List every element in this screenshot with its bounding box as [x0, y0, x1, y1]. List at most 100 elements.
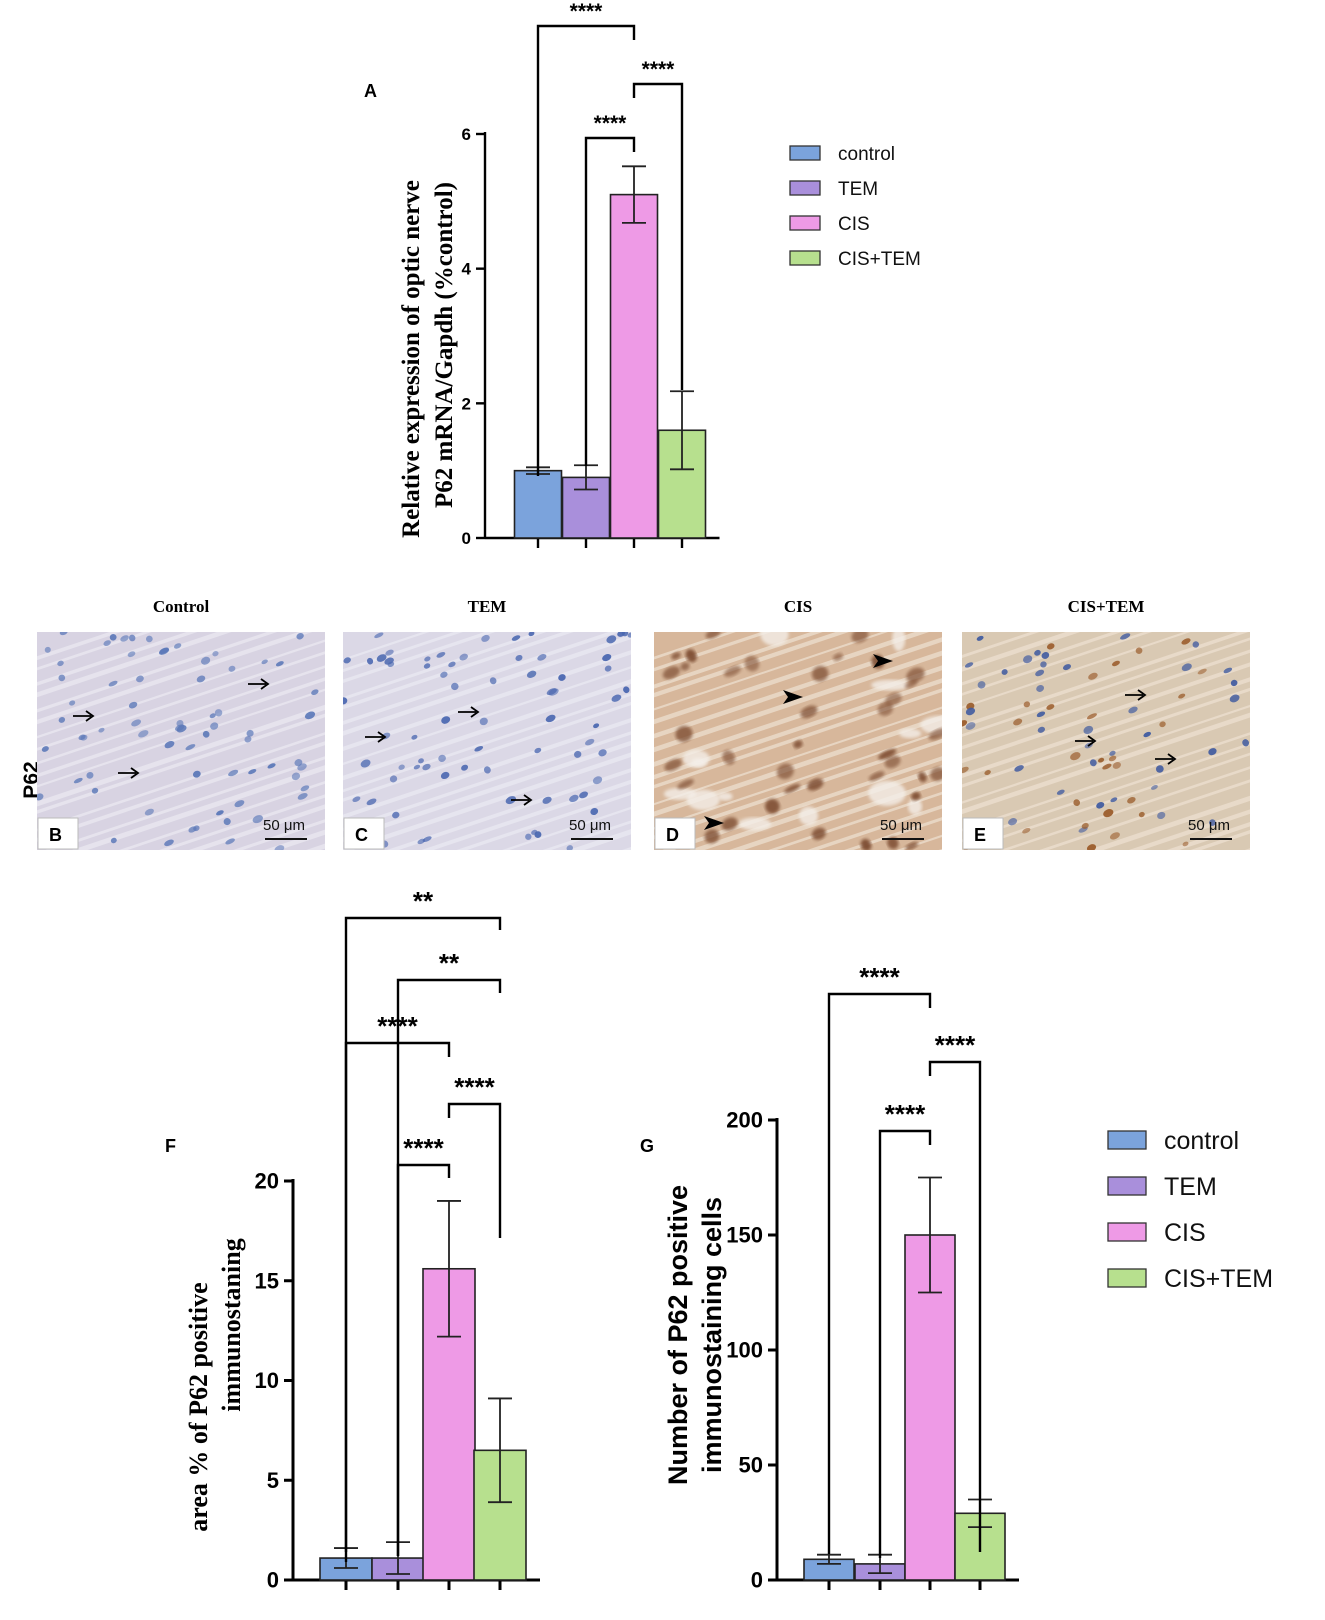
- cell-nucleus: [1034, 649, 1041, 656]
- arrowhead-icon: [873, 654, 893, 668]
- fibre-line: [962, 632, 1122, 686]
- cell-nucleus: [200, 656, 211, 665]
- cell-nucleus: [144, 808, 154, 816]
- fibre-line: [844, 817, 942, 850]
- cell-nucleus: [906, 667, 925, 683]
- cell-nucleus: [398, 764, 405, 770]
- cell-nucleus: [721, 817, 738, 831]
- cell-nucleus: [103, 640, 111, 647]
- cell-nucleus: [793, 740, 803, 749]
- cell-nucleus: [192, 770, 201, 778]
- fibre-line: [634, 881, 962, 991]
- cell-nucleus: [73, 777, 83, 784]
- y-tick-label: 10: [255, 1368, 279, 1393]
- arrow-head: [85, 710, 95, 722]
- cell-nucleus: [1159, 721, 1166, 728]
- fibre-line: [37, 632, 278, 713]
- significance-stars: ****: [885, 1099, 926, 1129]
- cell-nucleus: [905, 841, 919, 850]
- significance-bracket: [584, 136, 636, 466]
- fibre-line: [37, 632, 232, 698]
- legend-swatch: [1107, 1268, 1147, 1288]
- y-tick-label: 0: [267, 1568, 279, 1593]
- fibre-line: [962, 704, 1250, 804]
- legend-label: CIS: [838, 214, 870, 235]
- cell-nucleus: [98, 727, 105, 733]
- cell-nucleus: [86, 771, 94, 779]
- cell-nucleus: [977, 681, 986, 689]
- chart-g-ylabel-line1: Number of P62 positive: [663, 1185, 693, 1485]
- fibre-line: [343, 634, 631, 736]
- fibre-line: [37, 632, 313, 725]
- cell-nucleus: [526, 670, 537, 678]
- cell-nucleus: [1073, 799, 1081, 807]
- cell-nucleus: [976, 635, 984, 641]
- panel-letter-f: F: [165, 1136, 176, 1156]
- fibre-line: [343, 632, 496, 684]
- cell-nucleus: [1178, 693, 1186, 699]
- cell-nucleus: [1209, 819, 1216, 826]
- cell-nucleus: [1157, 811, 1166, 820]
- fibre-line: [962, 632, 1081, 672]
- panel-letter-box: [37, 817, 79, 850]
- cell-nucleus: [1014, 765, 1024, 772]
- legend-swatch: [789, 180, 821, 196]
- cell-nucleus: [744, 655, 760, 672]
- cell-nucleus: [210, 722, 219, 730]
- cell-nucleus: [417, 838, 426, 845]
- cell-nucleus: [57, 660, 64, 667]
- cell-nucleus: [223, 818, 231, 826]
- cell-nucleus: [860, 838, 872, 850]
- cell-nucleus: [1046, 643, 1055, 650]
- fibre-line: [306, 843, 325, 850]
- cell-nucleus: [297, 792, 308, 800]
- y-tick-label: 100: [726, 1338, 763, 1363]
- cell-nucleus: [440, 671, 448, 678]
- cell-nucleus: [248, 768, 257, 775]
- cell-nucleus: [146, 635, 153, 643]
- cell-nucleus: [579, 791, 589, 799]
- cell-nucleus: [234, 800, 245, 808]
- cell-nucleus: [225, 838, 235, 845]
- cell-nucleus: [1230, 679, 1238, 687]
- fibre-line: [456, 791, 631, 850]
- fibre-line: [343, 666, 631, 766]
- panel-letter-box: [654, 817, 696, 850]
- cell-nucleus: [59, 632, 68, 636]
- cell-nucleus: [1040, 661, 1047, 668]
- cell-nucleus: [662, 666, 681, 680]
- fibre-line: [962, 649, 1250, 750]
- cell-nucleus: [481, 634, 490, 642]
- cell-nucleus: [291, 772, 301, 781]
- cell-nucleus: [1013, 718, 1023, 726]
- fibre-line: [37, 713, 325, 814]
- cell-nucleus: [784, 783, 801, 794]
- fibre-line: [729, 778, 942, 850]
- cell-nucleus: [671, 652, 681, 660]
- cell-nucleus: [537, 654, 547, 661]
- cell-nucleus: [1083, 725, 1094, 735]
- cell-nucleus: [244, 736, 252, 743]
- cell-nucleus: [136, 675, 144, 683]
- fibre-line: [768, 791, 942, 850]
- cell-nucleus: [868, 771, 885, 781]
- chart-g: G Number of P62 positive immunostaining …: [640, 962, 1273, 1593]
- significance-bracket: [632, 82, 684, 390]
- cell-nucleus: [489, 677, 497, 685]
- cell-nucleus: [602, 654, 612, 662]
- cell-nucleus: [604, 665, 612, 672]
- cell-nucleus: [127, 651, 136, 658]
- cell-nucleus: [228, 769, 239, 777]
- panel-letter-box: [962, 817, 1004, 850]
- cell-nucleus: [440, 771, 450, 780]
- cell-nucleus: [274, 845, 285, 850]
- significance-stars: ****: [859, 962, 900, 992]
- legend-swatch: [789, 145, 821, 161]
- cell-nucleus: [474, 745, 484, 752]
- cell-nucleus: [680, 662, 690, 671]
- fibre-line: [634, 870, 962, 980]
- cell-nucleus: [37, 793, 44, 801]
- fibre-line: [37, 639, 325, 739]
